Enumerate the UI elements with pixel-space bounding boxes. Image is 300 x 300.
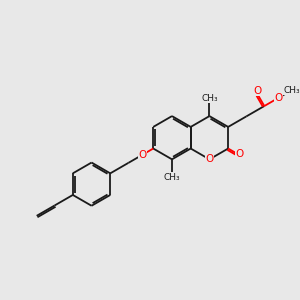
Text: O: O — [236, 149, 244, 159]
Text: CH₃: CH₃ — [201, 94, 218, 103]
Text: CH₃: CH₃ — [164, 172, 180, 182]
Text: O: O — [205, 154, 214, 164]
Text: CH₃: CH₃ — [284, 86, 300, 95]
Text: O: O — [254, 86, 262, 96]
Text: O: O — [138, 150, 146, 160]
Text: O: O — [274, 93, 283, 103]
